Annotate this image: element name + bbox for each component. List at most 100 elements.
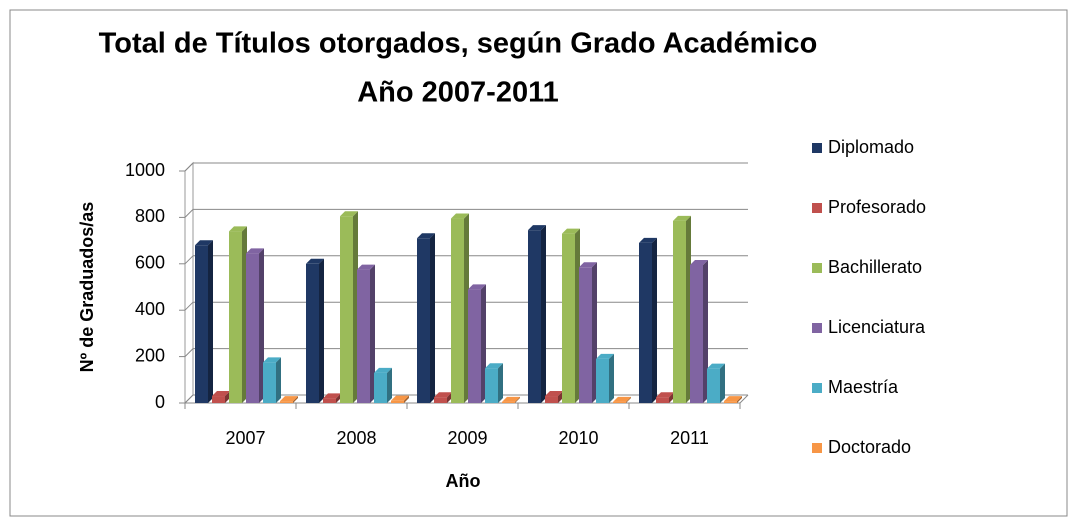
bar (562, 228, 580, 403)
bar-front (562, 233, 575, 403)
bar-front (724, 401, 737, 403)
bar (306, 258, 324, 403)
bar-front (528, 230, 541, 403)
bar (229, 226, 247, 403)
bar-top (724, 396, 742, 402)
bar-side (686, 215, 691, 403)
bar (280, 396, 298, 403)
bar-top (357, 264, 375, 270)
bar (485, 363, 503, 403)
bar-front (596, 358, 609, 403)
bar-front (434, 397, 447, 403)
bar-top (502, 396, 520, 402)
legend-label: Profesorado (828, 197, 926, 217)
bar-side (541, 225, 546, 403)
bar (690, 259, 708, 403)
bar-top (417, 233, 435, 239)
legend-label: Licenciatura (828, 317, 926, 337)
bar-front (639, 242, 652, 403)
bar-side (669, 392, 674, 403)
floor-edge (739, 394, 749, 404)
bar-top (229, 226, 247, 232)
bar-top (306, 258, 324, 264)
grid-line (184, 255, 194, 265)
chart-title: Total de Títulos otorgados, según Grado … (99, 28, 818, 60)
legend-swatch (812, 143, 822, 153)
bar-front (690, 264, 703, 403)
bar-side (652, 237, 657, 403)
bar (596, 353, 614, 403)
x-tick-label: 2009 (447, 428, 487, 448)
legend-swatch (812, 443, 822, 453)
legend-swatch (812, 203, 822, 213)
bar (212, 391, 230, 403)
bar-top (434, 392, 452, 398)
bar (451, 213, 469, 403)
bar-top (468, 284, 486, 290)
grid-line (184, 209, 194, 218)
bar (340, 211, 358, 403)
bar (656, 392, 674, 403)
bar-top (690, 259, 708, 265)
bar-top (707, 363, 725, 369)
bar-front (280, 401, 293, 403)
bar (579, 262, 597, 403)
bar-top (195, 240, 213, 246)
y-tick-label: 800 (135, 206, 165, 226)
bar-side (336, 393, 341, 403)
bar-top (545, 391, 563, 397)
legend-label: Doctorado (828, 437, 911, 457)
bar (468, 284, 486, 403)
bar-side (319, 258, 324, 403)
bar-side (370, 264, 375, 403)
bar-side (592, 262, 597, 403)
bar-top (263, 357, 281, 363)
bar-front (673, 220, 686, 403)
bar-side (276, 357, 281, 403)
bar (246, 248, 264, 403)
grid-line (184, 301, 194, 311)
bar-side (720, 363, 725, 403)
legend-swatch (812, 323, 822, 333)
bar-front (707, 368, 720, 403)
bar-front (451, 218, 464, 403)
legend-label: Bachillerato (828, 257, 922, 277)
bar-side (481, 284, 486, 403)
bar-top (212, 391, 230, 397)
bar-front (340, 216, 353, 403)
bar (707, 363, 725, 403)
bar-front (323, 398, 336, 403)
bar-side (737, 396, 742, 403)
bar-top (579, 262, 597, 268)
bar-front (545, 396, 558, 403)
bar-front (485, 368, 498, 403)
bar-top (323, 393, 341, 399)
bar-top (246, 248, 264, 254)
bar-side (575, 228, 580, 403)
bar (502, 396, 520, 403)
x-tick-label: 2008 (336, 428, 376, 448)
x-tick-label: 2007 (225, 428, 265, 448)
bar (613, 396, 631, 403)
bar-side (293, 396, 298, 403)
bar (357, 264, 375, 403)
bar-front (246, 253, 259, 403)
grid-line (184, 348, 194, 357)
bar-top (639, 237, 657, 243)
bar-side (558, 391, 563, 403)
x-axis-label: Año (446, 471, 481, 491)
bar (639, 237, 657, 403)
bar-side (353, 211, 358, 403)
bar-top (451, 213, 469, 219)
bar-side (626, 396, 631, 403)
bar-front (306, 263, 319, 403)
grid-line (184, 162, 194, 172)
bar-front (195, 245, 208, 403)
bar-top (673, 215, 691, 221)
bar-front (502, 401, 515, 403)
bar (391, 395, 409, 403)
bar-front (468, 289, 481, 403)
bar-side (703, 259, 708, 403)
bar-front (579, 267, 592, 403)
